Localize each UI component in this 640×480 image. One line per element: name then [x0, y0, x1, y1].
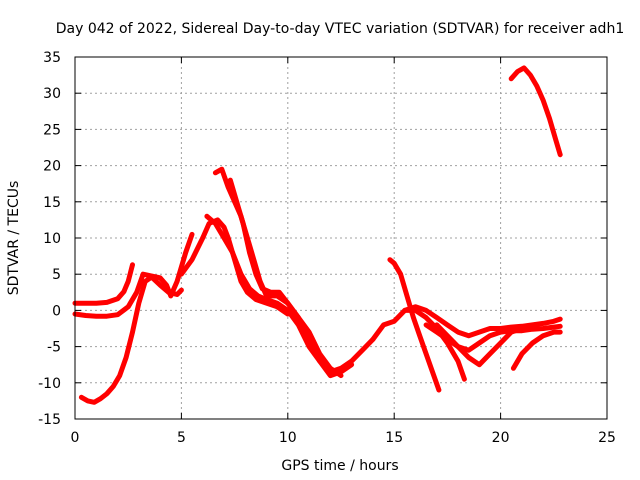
y-tick-label: 0 [52, 303, 61, 319]
x-tick-label: 15 [385, 430, 403, 446]
x-tick-label: 5 [177, 430, 186, 446]
series-track-7 [227, 177, 344, 379]
y-tick-label: 5 [52, 267, 61, 283]
y-tick-label: -15 [38, 412, 61, 428]
y-tick-label: 35 [43, 50, 61, 66]
y-tick-label: -10 [38, 376, 61, 392]
chart-title: Day 042 of 2022, Sidereal Day-to-day VTE… [56, 21, 624, 37]
data-series [72, 65, 563, 405]
x-tick-label: 25 [598, 430, 616, 446]
series-track-13 [510, 329, 563, 371]
y-axis-ticks: -15 -10 -5 0 5 10 15 20 25 30 35 [38, 50, 607, 428]
series-track-12 [434, 322, 525, 368]
y-tick-label: 15 [43, 195, 61, 211]
y-axis-label: SDTVAR / TECUs [6, 181, 22, 296]
x-tick-label: 20 [492, 430, 510, 446]
series-track-14 [508, 65, 563, 158]
y-tick-label: 25 [43, 122, 61, 138]
x-tick-label: 10 [279, 430, 297, 446]
series-track-9 [387, 257, 442, 393]
y-tick-label: 10 [43, 231, 61, 247]
y-tick-label: 20 [43, 159, 61, 175]
x-axis-label: GPS time / hours [281, 458, 398, 474]
series-track-1 [72, 262, 135, 306]
series-track-3 [78, 274, 184, 405]
y-tick-label: -5 [47, 340, 61, 356]
x-tick-label: 0 [71, 430, 80, 446]
series-track-10 [402, 307, 467, 382]
x-axis-ticks: 0 5 10 15 20 25 [71, 57, 616, 446]
series-track-5 [204, 213, 376, 375]
y-tick-label: 30 [43, 86, 61, 102]
series-track-6 [212, 166, 355, 379]
series-track-8 [370, 304, 563, 342]
grid-lines [75, 57, 607, 419]
